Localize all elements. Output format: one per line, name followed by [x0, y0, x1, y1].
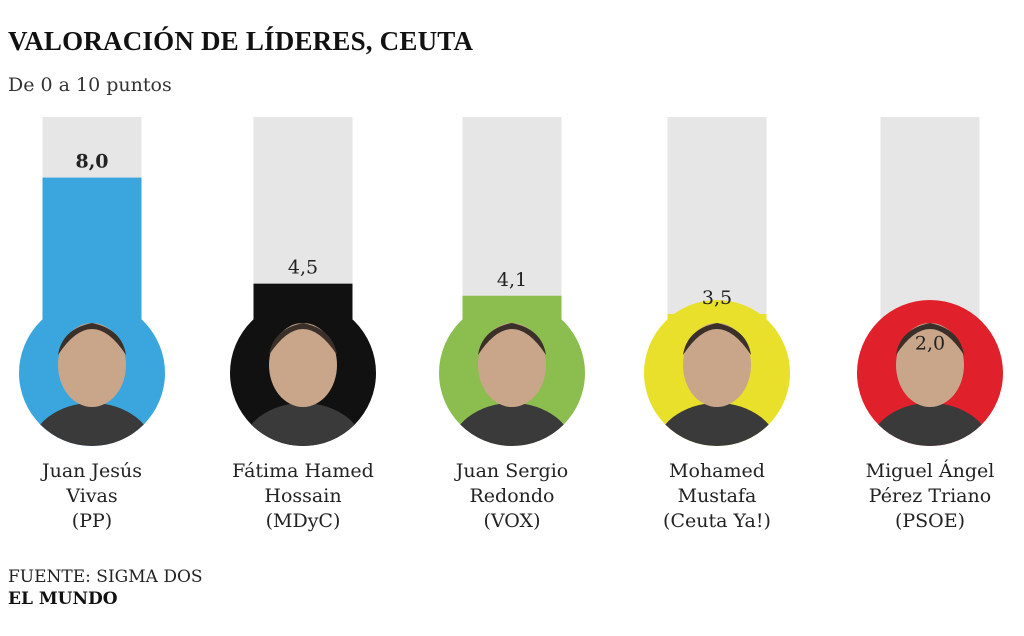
value-label: 4,5 — [288, 257, 318, 279]
portrait-silhouette-icon — [241, 323, 365, 446]
chart-title: VALORACIÓN DE LÍDERES, CEUTA — [8, 26, 474, 56]
leader-name-line: Miguel Ángel — [866, 459, 995, 482]
leader-name-line: Vivas — [65, 485, 117, 507]
leader-name-line: Pérez Triano — [869, 485, 991, 507]
leader-name-line: (PSOE) — [895, 510, 965, 532]
leader-rating-chart: 8,0 Juan Jesús Vivas (PP) 4,5 Fátima Hamed Hos… — [19, 117, 1003, 532]
source-prefix: FUENTE: — [8, 567, 91, 587]
source-name: SIGMA DOS — [90, 567, 203, 587]
leader-name-line: Juan Sergio — [454, 460, 568, 482]
leader-name-line: Hossain — [264, 485, 341, 507]
source-note: FUENTE: SIGMA DOS — [8, 567, 203, 587]
leader-name-line: Mohamed — [669, 460, 765, 482]
portrait-silhouette-icon — [30, 323, 154, 446]
leader-name-line: Fátima Hamed — [232, 460, 374, 482]
leader-column: 2,0 Miguel Ángel Pérez Triano (PSOE) — [857, 117, 1003, 532]
leader-column: 4,1 Juan Sergio Redondo (VOX) — [439, 117, 585, 532]
value-label: 3,5 — [702, 287, 732, 309]
leader-name-line: Mustafa — [678, 485, 757, 507]
chart-subtitle: De 0 a 10 puntos — [8, 74, 172, 96]
leader-name-line: (VOX) — [484, 510, 541, 532]
leader-column: 3,5 Mohamed Mustafa (Ceuta Ya!) — [644, 117, 790, 532]
value-label: 4,1 — [497, 269, 527, 291]
portrait-silhouette-icon — [868, 323, 992, 446]
leader-name-line: Juan Jesús — [40, 460, 142, 482]
leader-name-line: (PP) — [72, 510, 112, 532]
leader-column: 8,0 Juan Jesús Vivas (PP) — [19, 117, 165, 532]
leader-name-line: (Ceuta Ya!) — [663, 510, 771, 532]
portrait-silhouette-icon — [655, 323, 779, 446]
brand-logo: EL MUNDO — [8, 589, 118, 609]
value-label: 8,0 — [75, 151, 108, 173]
leader-column: 4,5 Fátima Hamed Hossain (MDyC) — [230, 117, 376, 532]
leader-name-line: Redondo — [470, 485, 555, 507]
leader-name-line: (MDyC) — [266, 510, 341, 532]
portrait-silhouette-icon — [450, 323, 574, 446]
value-label: 2,0 — [915, 332, 945, 354]
